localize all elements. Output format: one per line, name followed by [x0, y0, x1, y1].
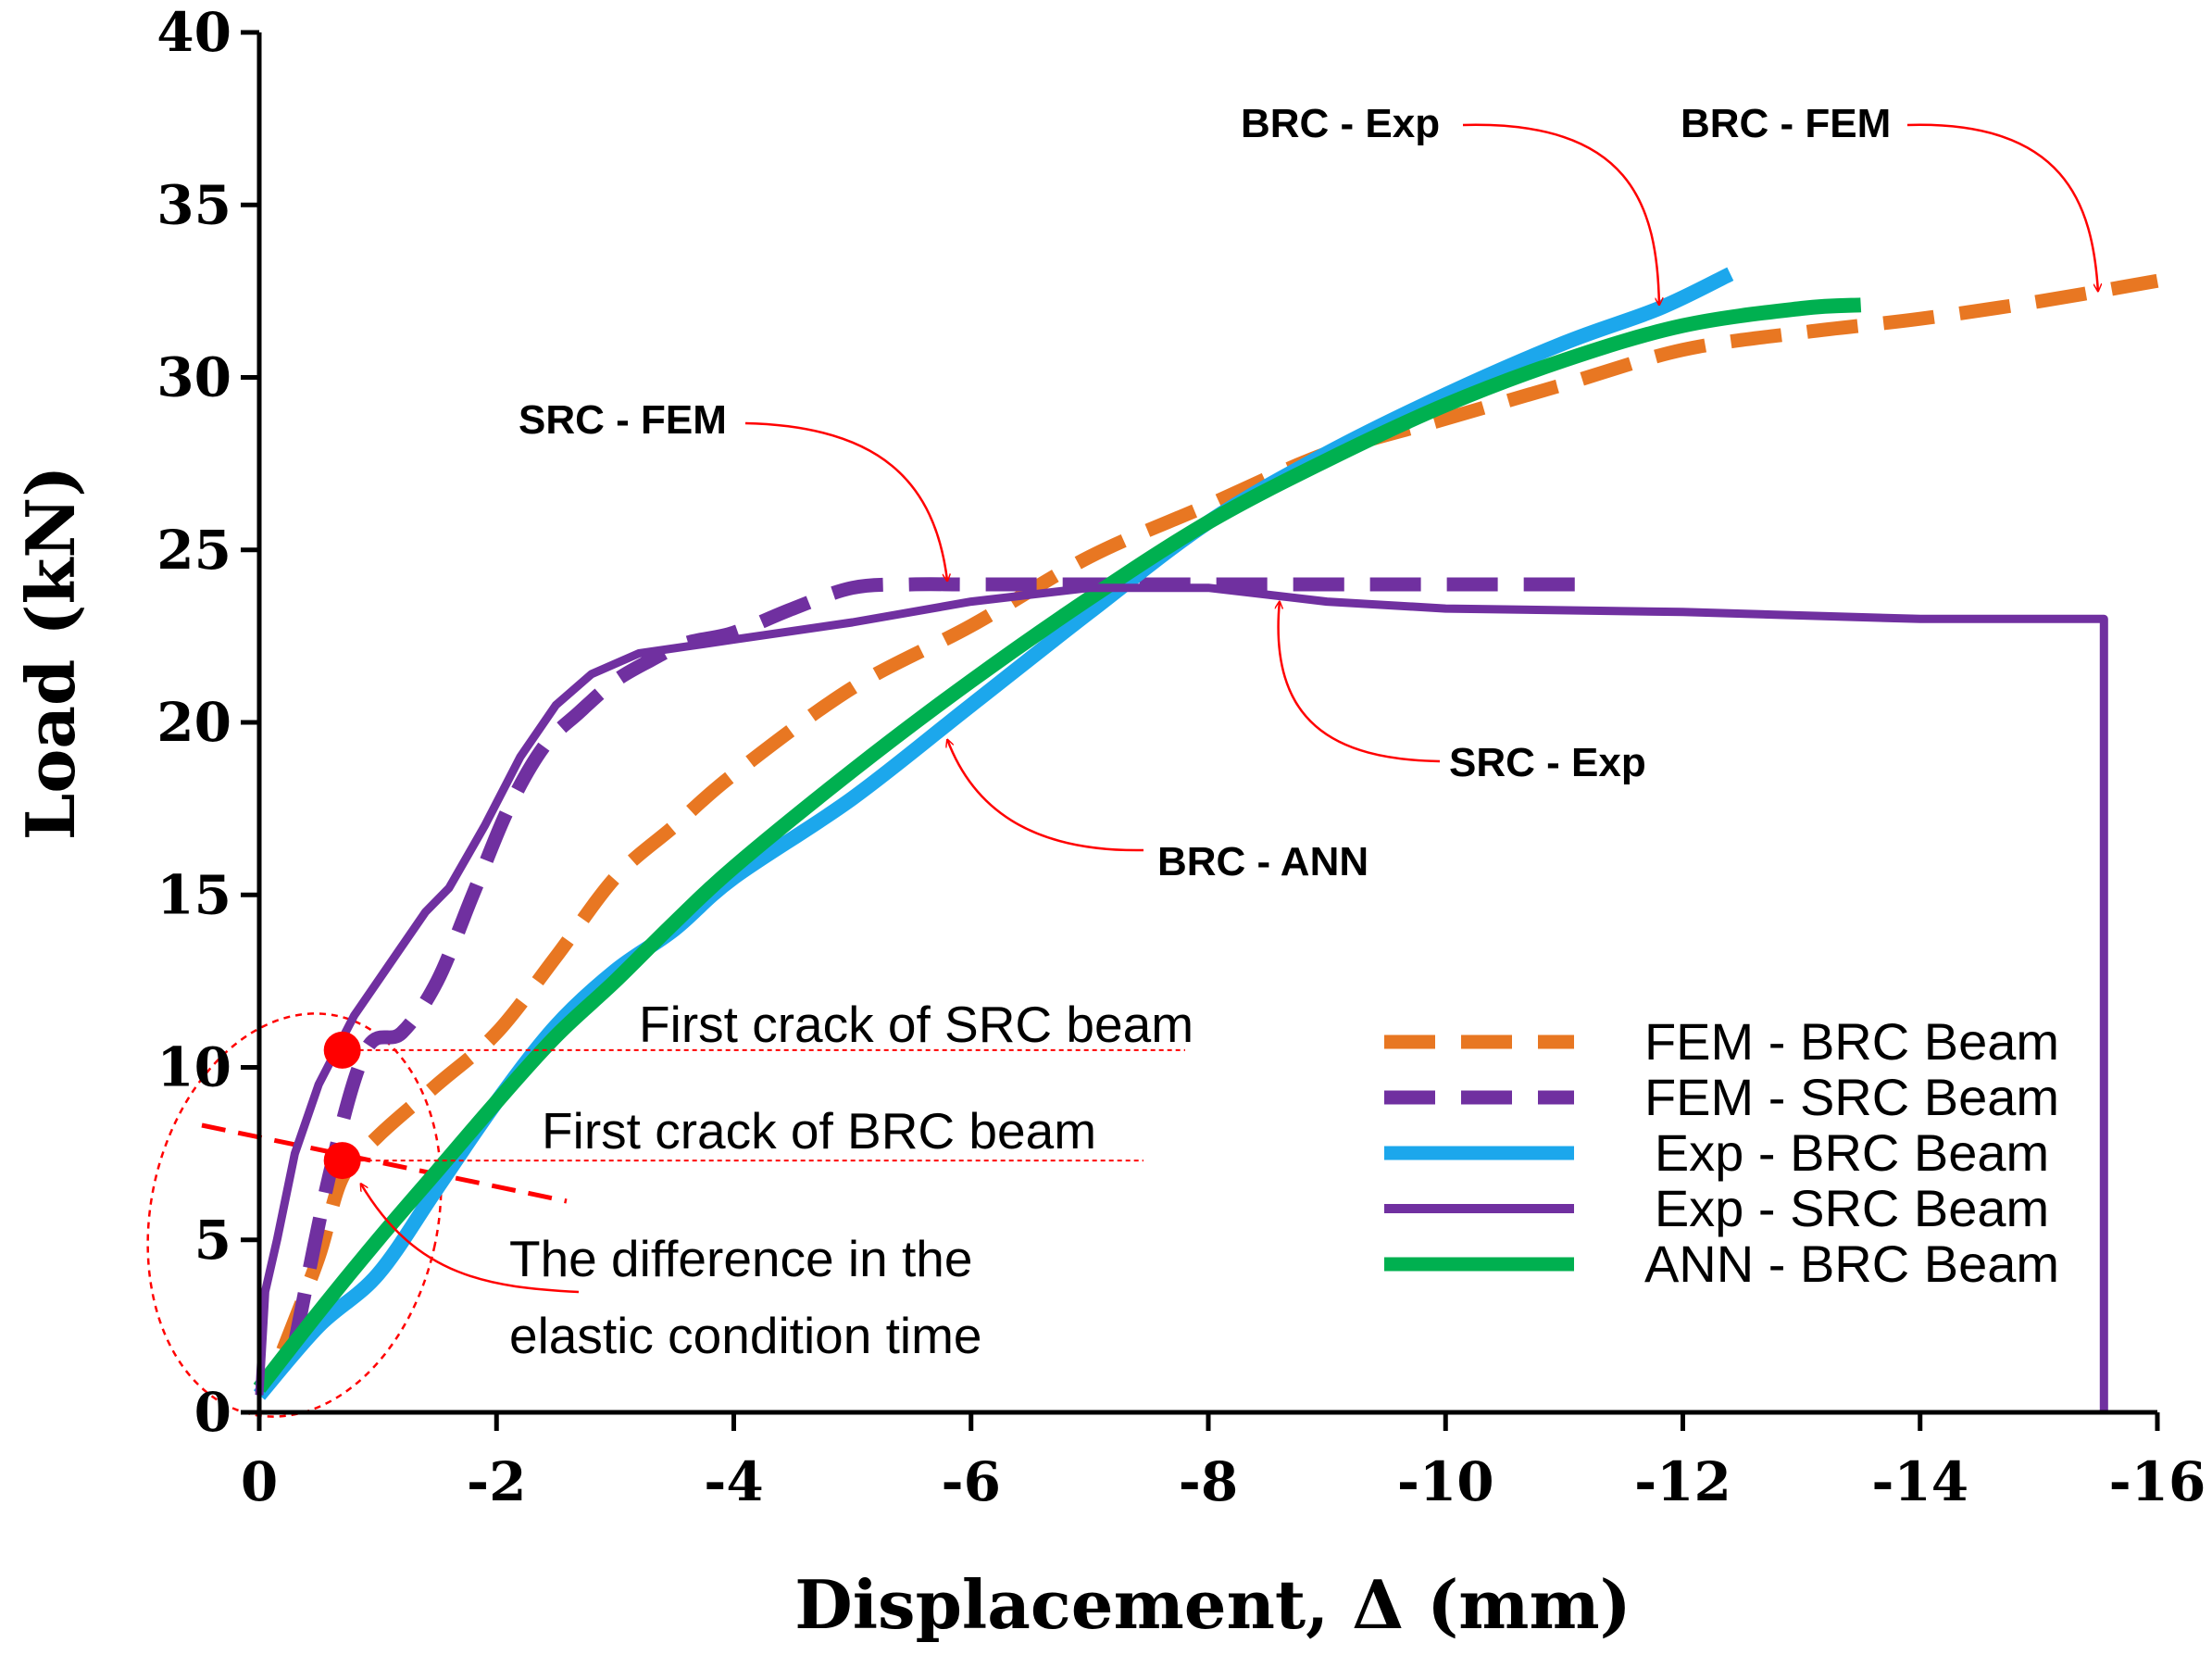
legend-label-4: ANN - BRC Beam: [1644, 1235, 2059, 1293]
y-tick-label: 15: [156, 863, 231, 926]
legend-label-1: FEM - SRC Beam: [1644, 1068, 2059, 1126]
crack-label-0: First crack of SRC beam: [639, 996, 1193, 1053]
x-axis-title: Displacement, Δ (mm): [794, 1565, 1631, 1644]
x-tick-label: -14: [1871, 1450, 1968, 1513]
x-tick-label: -4: [704, 1450, 763, 1513]
annotation-arrow-0: [1462, 123, 1659, 305]
annotation-arrow-1: [1906, 123, 2098, 292]
x-tick-label: -2: [467, 1450, 526, 1513]
annotation-label-2: SRC - FEM: [519, 397, 727, 443]
series-line-0: [276, 273, 2159, 1353]
x-tick-label: -12: [1634, 1450, 1731, 1513]
annotation-arrow-2: [744, 421, 947, 581]
y-axis-title: Load (kN): [11, 466, 90, 841]
y-tick-label: 25: [156, 519, 231, 582]
elastic-note-arrow: [361, 1184, 580, 1294]
crack-marker-1: [323, 1142, 361, 1180]
annotation-arrow-4: [947, 740, 1144, 852]
series-line-2: [253, 267, 1734, 1400]
elastic-slope-line: [201, 1122, 568, 1204]
elastic-zone-ellipse: [146, 1012, 443, 1418]
y-tick-label: 0: [194, 1381, 231, 1444]
series-line-1: [288, 577, 1588, 1346]
legend-label-2: Exp - BRC Beam: [1655, 1123, 2049, 1182]
x-tick-label: -16: [2109, 1450, 2206, 1513]
x-tick-label: -8: [1179, 1450, 1238, 1513]
annotation-label-4: BRC - ANN: [1157, 839, 1368, 884]
elastic-note-line-1: elastic condition time: [509, 1307, 982, 1364]
series-line-4: [253, 297, 1862, 1393]
x-tick-label: -10: [1397, 1450, 1494, 1513]
crack-marker-0: [323, 1031, 361, 1069]
y-tick-label: 30: [156, 346, 231, 409]
y-tick-label: 20: [156, 691, 231, 754]
legend-label-0: FEM - BRC Beam: [1644, 1012, 2059, 1071]
y-tick-label: 5: [194, 1209, 231, 1272]
y-tick-label: 10: [156, 1036, 231, 1099]
y-tick-label: 40: [156, 1, 231, 64]
y-tick-label: 35: [156, 173, 231, 236]
elastic-note-line-0: The difference in the: [509, 1230, 972, 1287]
x-tick-label: 0: [241, 1450, 278, 1513]
legend-label-3: Exp - SRC Beam: [1655, 1179, 2049, 1237]
annotation-label-1: BRC - FEM: [1681, 101, 1891, 146]
annotation-arrow-3: [1279, 602, 1441, 763]
x-tick-label: -6: [942, 1450, 1001, 1513]
crack-label-1: First crack of BRC beam: [542, 1102, 1096, 1160]
annotation-label-3: SRC - Exp: [1449, 740, 1646, 785]
annotation-label-0: BRC - Exp: [1241, 101, 1440, 146]
